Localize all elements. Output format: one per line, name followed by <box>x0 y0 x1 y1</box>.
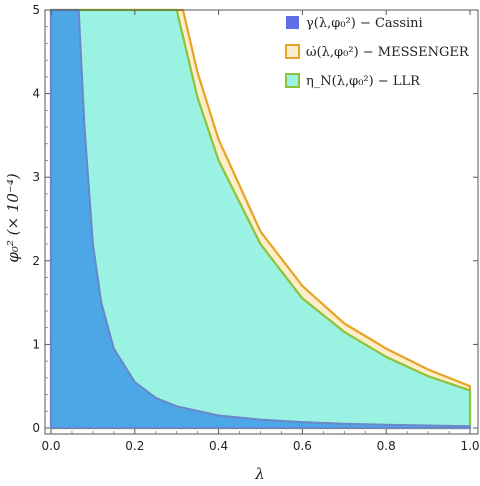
legend-swatch <box>285 73 300 88</box>
y-tick-label: 2 <box>32 254 40 268</box>
y-tick-label: 3 <box>32 170 40 184</box>
legend-label: ω̇(λ,φ₀²) − MESSENGER <box>306 45 470 60</box>
x-tick-label: 0.8 <box>377 439 396 453</box>
regions-layer <box>49 8 472 430</box>
x-axis-label: λ <box>254 465 265 483</box>
x-tick-label: 0.0 <box>41 439 60 453</box>
x-tick-label: 0.2 <box>125 439 144 453</box>
x-tick-label: 0.4 <box>209 439 228 453</box>
plot-frame <box>44 9 479 435</box>
legend: γ(λ,φ₀²) − Cassini ω̇(λ,φ₀²) − MESSENGER η… <box>285 16 470 89</box>
legend-label: γ(λ,φ₀²) − Cassini <box>306 16 423 31</box>
ticks-layer: 0.0 0.2 0.4 0.6 0.8 1.0 0 1 2 3 4 5 <box>32 3 479 453</box>
legend-swatch <box>286 16 299 29</box>
y-tick-label: 5 <box>32 3 40 17</box>
region-cassini <box>50 9 471 429</box>
x-tick-label: 1.0 <box>460 439 479 453</box>
frame-rect <box>44 9 479 435</box>
y-tick-label: 1 <box>32 337 40 351</box>
legend-swatch <box>285 44 300 59</box>
y-axis-label: φ₀² (× 10⁻⁴) <box>4 173 22 263</box>
y-tick-label: 0 <box>32 421 40 435</box>
x-tick-label: 0.6 <box>293 439 312 453</box>
legend-label: η_N(λ,φ₀²) − LLR <box>306 74 421 89</box>
y-tick-label: 4 <box>32 87 40 101</box>
